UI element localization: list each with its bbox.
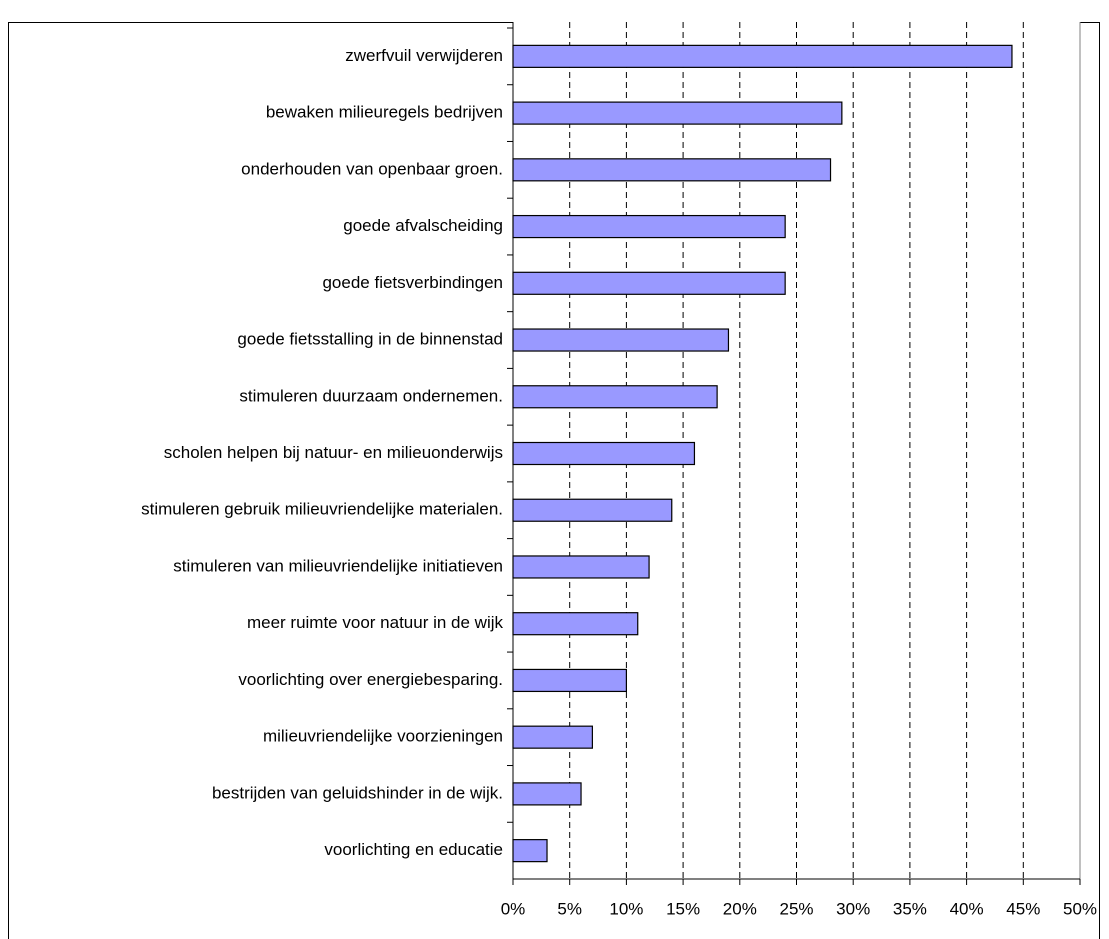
bar <box>512 44 1013 68</box>
x-tick-label: 35% <box>893 899 927 918</box>
y-tick-label: stimuleren duurzaam ondernemen. <box>239 386 503 405</box>
x-tick-label: 30% <box>836 899 870 918</box>
x-tick-label: 10% <box>609 899 643 918</box>
bar <box>512 328 730 352</box>
y-tick-label: onderhouden van openbaar groen. <box>241 159 503 178</box>
y-tick-label: bewaken milieuregels bedrijven <box>266 103 503 122</box>
y-tick-label: bestrijden van geluidshinder in de wijk. <box>212 783 503 802</box>
x-tick-label: 40% <box>950 899 984 918</box>
y-tick-label: stimuleren van milieuvriendelijke initia… <box>173 556 503 575</box>
y-tick-label: meer ruimte voor natuur in de wijk <box>247 613 504 632</box>
x-tick-label: 15% <box>666 899 700 918</box>
y-tick-label: voorlichting over energiebesparing. <box>238 670 503 689</box>
y-tick-label: stimuleren gebruik milieuvriendelijke ma… <box>141 500 503 519</box>
y-tick-label: scholen helpen bij natuur- en milieuonde… <box>164 443 503 462</box>
x-tick-label: 45% <box>1006 899 1040 918</box>
y-tick-label: goede fietsstalling in de binnenstad <box>237 330 503 349</box>
y-tick-label: goede fietsverbindingen <box>322 273 503 292</box>
bar <box>512 214 786 239</box>
bar <box>512 555 650 579</box>
x-tick-label: 20% <box>723 899 757 918</box>
y-tick-label: milieuvriendelijke voorzieningen <box>263 727 503 746</box>
x-tick-label: 50% <box>1063 899 1097 918</box>
bar <box>512 101 843 125</box>
bar <box>512 782 582 806</box>
bar <box>512 498 673 522</box>
x-tick-label: 5% <box>557 899 582 918</box>
x-tick-label: 0% <box>501 899 526 918</box>
y-tick-label: voorlichting en educatie <box>324 840 503 859</box>
x-tick-label: 25% <box>779 899 813 918</box>
bar <box>512 668 628 693</box>
bar <box>512 612 639 636</box>
y-tick-label: goede afvalscheiding <box>343 216 503 235</box>
bar <box>512 441 696 466</box>
y-tick-label: zwerfvuil verwijderen <box>345 46 503 65</box>
bar <box>512 725 593 749</box>
bar <box>512 158 832 182</box>
bar <box>512 839 548 863</box>
bar <box>512 271 786 295</box>
bar <box>512 385 718 409</box>
